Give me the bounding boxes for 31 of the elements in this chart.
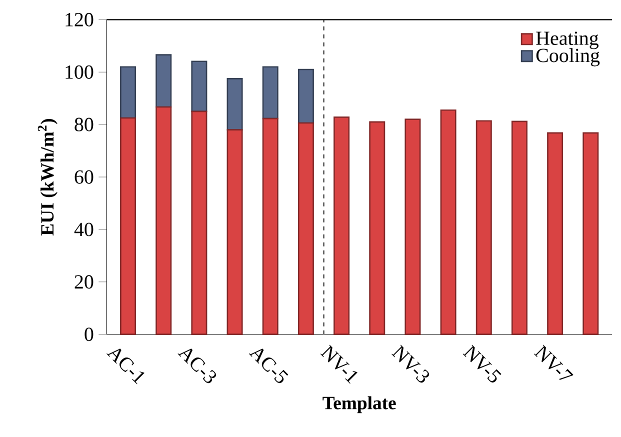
bar	[120, 66, 136, 119]
bar	[120, 117, 136, 336]
x-axis-title: Template	[322, 396, 396, 414]
bar	[404, 118, 421, 336]
bar	[298, 68, 314, 124]
bar	[262, 118, 278, 336]
bar	[191, 60, 208, 112]
bar	[334, 116, 350, 336]
bar	[226, 129, 243, 336]
bar	[262, 66, 278, 120]
y-tick-label: 120	[66, 12, 94, 26]
y-tick-label: 80	[74, 118, 94, 132]
bar	[582, 132, 599, 336]
bar	[547, 132, 564, 336]
bar	[298, 122, 314, 336]
y-tick-label: 60	[74, 170, 94, 184]
y-tick-label: 0	[84, 328, 94, 342]
y-tick-label: 40	[74, 222, 94, 236]
bar	[476, 120, 492, 336]
legend-label: Heating	[536, 32, 599, 50]
bar	[440, 109, 456, 336]
bar	[511, 120, 528, 336]
bar	[156, 54, 172, 108]
y-axis-title: EUI (kWh/m$^{2}$)	[38, 118, 58, 236]
bar	[156, 106, 172, 336]
y-tick-label: 20	[74, 275, 94, 289]
bar	[191, 110, 208, 336]
y-tick-label: 100	[66, 65, 94, 79]
bar	[226, 78, 243, 130]
legend-label: Cooling	[536, 48, 600, 66]
bar	[369, 121, 386, 336]
